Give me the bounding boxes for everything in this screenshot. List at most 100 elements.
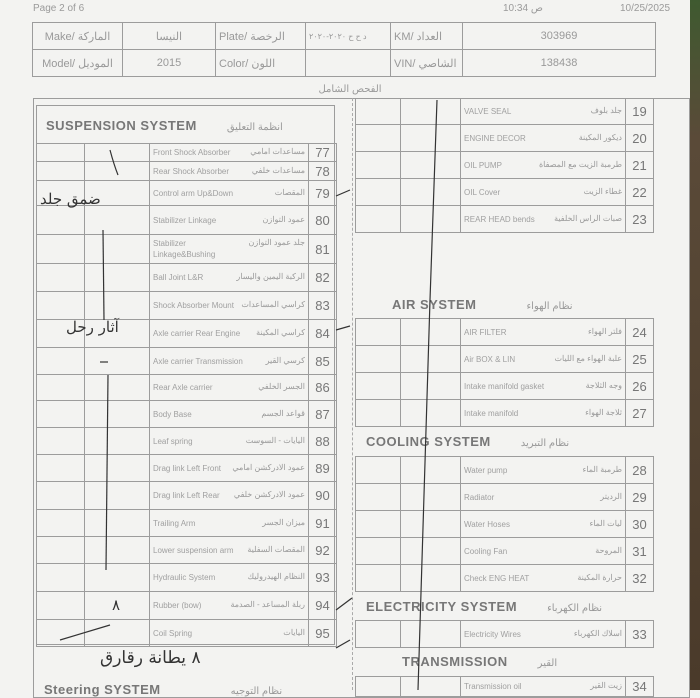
air-title-ar: نظام الهواء bbox=[526, 301, 573, 312]
item-label-ar: فلتر الهواء bbox=[588, 326, 622, 336]
color-label: Color/ اللون bbox=[215, 49, 306, 77]
item-number: 87 bbox=[308, 400, 337, 428]
vin-value: 138438 bbox=[462, 49, 656, 77]
notes-cell[interactable] bbox=[400, 399, 461, 427]
item-label-ar: مساعدات امامي bbox=[250, 147, 305, 156]
notes-cell[interactable] bbox=[84, 374, 150, 401]
item-label-en: Electricity Wires bbox=[464, 629, 521, 639]
electricity-title-ar: نظام الكهرباء bbox=[547, 603, 603, 614]
notes-cell[interactable] bbox=[84, 536, 150, 564]
item-number: 93 bbox=[308, 563, 337, 592]
item-number: 85 bbox=[308, 347, 337, 375]
result-cell[interactable] bbox=[36, 205, 85, 235]
notes-cell[interactable] bbox=[400, 510, 461, 538]
electricity-title-en: ELECTRICITY SYSTEM bbox=[366, 599, 518, 614]
item-number: 86 bbox=[308, 374, 337, 401]
result-cell[interactable] bbox=[355, 537, 401, 565]
print-date: 10/25/2025 bbox=[620, 3, 671, 14]
inspection-row: طرمبة الماء Water pump 28 bbox=[355, 456, 654, 484]
notes-cell[interactable] bbox=[84, 180, 150, 206]
result-cell[interactable] bbox=[36, 591, 85, 620]
print-time: 10:34 ص bbox=[503, 3, 543, 14]
item-number: 21 bbox=[625, 151, 654, 179]
inspection-row: الرديتر Radiator 29 bbox=[355, 483, 654, 511]
item-label-en: Water pump bbox=[464, 465, 508, 475]
notes-cell[interactable] bbox=[84, 619, 150, 647]
notes-cell[interactable] bbox=[400, 318, 461, 346]
item-label-en: OIL PUMP bbox=[464, 160, 502, 170]
item-label-cell: المقصات السفلية Lower suspension arm bbox=[149, 536, 309, 564]
transmission-title-ar: القير bbox=[537, 658, 558, 669]
item-label-cell: اليايات - السوست Leaf spring bbox=[149, 427, 309, 455]
item-number: 23 bbox=[625, 205, 654, 233]
item-label-ar: قواعد الجسم bbox=[261, 408, 305, 418]
item-label-cell: عمود التوازن Stabilizer Linkage bbox=[149, 205, 309, 235]
item-label-en: Axle carrier Transmission bbox=[153, 356, 243, 366]
inspection-row: ثلاجة الهواء Intake manifold 27 bbox=[355, 399, 654, 427]
result-cell[interactable] bbox=[355, 620, 401, 648]
pen-stroke bbox=[335, 639, 351, 649]
item-number: 81 bbox=[308, 234, 337, 264]
item-number: 33 bbox=[625, 620, 654, 648]
notes-cell[interactable] bbox=[84, 319, 150, 348]
item-label-ar: ديكور المكينة bbox=[578, 132, 622, 142]
result-cell[interactable] bbox=[355, 564, 401, 592]
item-label-cell: الرديتر Radiator bbox=[460, 483, 626, 511]
item-label-en: Ball Joint L&R bbox=[153, 273, 204, 282]
item-label-en: Water Hoses bbox=[464, 519, 510, 529]
item-number: 79 bbox=[308, 180, 337, 206]
suspension-title-en: SUSPENSION SYSTEM bbox=[46, 118, 197, 133]
item-label-en: Lower suspension arm bbox=[153, 545, 234, 555]
result-cell[interactable] bbox=[36, 180, 85, 206]
item-label-ar: المروحة bbox=[595, 545, 622, 555]
result-cell[interactable] bbox=[36, 481, 85, 510]
item-number: 94 bbox=[308, 591, 337, 620]
result-cell[interactable] bbox=[355, 456, 401, 484]
result-cell[interactable] bbox=[355, 151, 401, 179]
item-label-cell: ليات الماء Water Hoses bbox=[460, 510, 626, 538]
suspension-title-ar: انظمة التعليق bbox=[226, 122, 283, 133]
result-cell[interactable] bbox=[36, 400, 85, 428]
result-cell[interactable] bbox=[355, 205, 401, 233]
item-label-en: Rubber (bow) bbox=[153, 601, 202, 610]
result-cell[interactable] bbox=[36, 427, 85, 455]
transmission-title-en: TRANSMISSION bbox=[402, 654, 508, 669]
transmission-title: TRANSMISSION القير bbox=[402, 654, 557, 669]
cooling-title-ar: نظام التبريد bbox=[520, 438, 570, 449]
result-cell[interactable] bbox=[36, 374, 85, 401]
pen-stroke bbox=[335, 325, 351, 331]
result-cell[interactable] bbox=[355, 178, 401, 206]
item-label-cell: كراسي المساعدات Shock Absorber Mount bbox=[149, 291, 309, 320]
item-label-en: Stabilizer Linkage&Bushing bbox=[153, 239, 216, 259]
handwritten-mark-94: ٨ bbox=[112, 596, 121, 614]
inspection-row: كراسي المساعدات Shock Absorber Mount 83 bbox=[36, 291, 337, 320]
notes-cell[interactable] bbox=[400, 537, 461, 565]
item-label-cell: حرارة المكينة Check ENG HEAT bbox=[460, 564, 626, 592]
notes-cell[interactable] bbox=[400, 345, 461, 373]
cooling-title: COOLING SYSTEM نظام التبريد bbox=[366, 434, 569, 449]
result-cell[interactable] bbox=[36, 347, 85, 375]
item-label-en: Axle carrier Rear Engine bbox=[153, 329, 241, 338]
notes-cell[interactable] bbox=[84, 591, 150, 620]
plate-label: Plate/ الرخصة bbox=[215, 22, 306, 50]
photo-edge bbox=[690, 0, 700, 690]
inspection-row: حرارة المكينة Check ENG HEAT 32 bbox=[355, 564, 654, 592]
inspection-row: عمود التوازن Stabilizer Linkage 80 bbox=[36, 205, 337, 235]
inspection-row: المروحة Cooling Fan 31 bbox=[355, 537, 654, 565]
notes-cell[interactable] bbox=[400, 178, 461, 206]
item-label-cell: الجسر الخلفي Rear Axle carrier bbox=[149, 374, 309, 401]
inspection-row: علبة الهواء مع الليات Air BOX & LIN 25 bbox=[355, 345, 654, 373]
inspection-row: اليايات - السوست Leaf spring 88 bbox=[36, 427, 337, 455]
item-label-ar: ثلاجة الهواء bbox=[585, 407, 622, 417]
inspection-row: مساعدات امامي Front Shock Absorber 77 bbox=[36, 143, 337, 162]
handwritten-note-bottom: ٨ يطانة رقارق bbox=[100, 648, 201, 668]
notes-cell[interactable] bbox=[400, 564, 461, 592]
result-cell[interactable] bbox=[36, 619, 85, 647]
pen-stroke bbox=[105, 374, 109, 571]
item-label-ar: مساعدات خلفي bbox=[251, 165, 305, 175]
item-number: 25 bbox=[625, 345, 654, 373]
item-label-en: Cooling Fan bbox=[464, 546, 508, 556]
notes-cell[interactable] bbox=[84, 427, 150, 455]
result-cell[interactable] bbox=[355, 399, 401, 427]
item-label-cell: فلتر الهواء AIR FILTER bbox=[460, 318, 626, 346]
